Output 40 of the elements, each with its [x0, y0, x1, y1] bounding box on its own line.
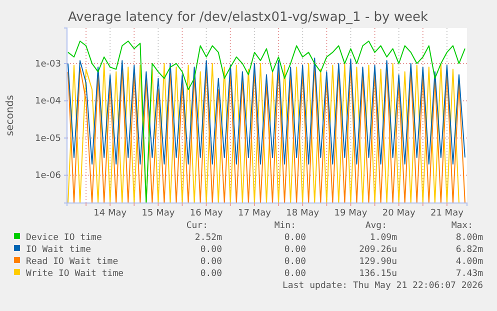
x-tick-label: 17 May	[238, 208, 272, 218]
legend-label: Read IO Wait time	[26, 257, 118, 267]
text: 0.00	[284, 245, 306, 255]
y-tick-label: 1e-03	[35, 59, 61, 70]
text: 6.82m	[456, 245, 483, 255]
y-tick-label: 1e-04	[35, 96, 62, 107]
y-tick-label: 1e-05	[35, 134, 61, 144]
text: 7.43m	[456, 269, 483, 279]
text: Cur:	[186, 221, 208, 231]
text: 0.00	[200, 269, 222, 279]
x-tick-label: 21 May	[430, 208, 464, 218]
x-tick-label: 20 May	[382, 208, 416, 218]
chart-title: Average latency for /dev/elastx01-vg/swap_1 - by week	[68, 10, 428, 25]
text: 209.26u	[359, 245, 397, 255]
x-tick-label: 16 May	[190, 208, 224, 218]
text: 2.52m	[194, 233, 222, 243]
legend-label: IO Wait time	[26, 245, 92, 255]
text: Avg:	[365, 221, 387, 231]
x-tick-label: 18 May	[286, 208, 320, 218]
y-tick-label: 1e-06	[35, 171, 62, 182]
x-tick-label: 14 May	[94, 208, 128, 218]
x-tick-label: 19 May	[334, 208, 368, 218]
text: 0.00	[284, 269, 306, 279]
text: 136.15u	[359, 269, 397, 279]
line-series	[68, 58, 466, 165]
text: 8.00m	[456, 233, 483, 243]
legend-label: Device IO time	[26, 233, 102, 243]
text: 129.90u	[359, 257, 397, 267]
text: Max:	[451, 221, 473, 231]
text: Min:	[274, 221, 296, 231]
text: Last update: Thu May 21 22:06:07 2026	[282, 281, 483, 291]
text: 0.00	[200, 257, 222, 267]
text: 4.00m	[456, 257, 483, 267]
y-axis-title: seconds	[5, 95, 16, 136]
text: 0.00	[200, 245, 222, 255]
text: 1.09m	[370, 233, 397, 243]
text: 0.00	[284, 233, 306, 243]
text: 0.00	[284, 257, 306, 267]
legend-label: Write IO Wait time	[26, 269, 124, 279]
x-tick-label: 15 May	[142, 208, 176, 218]
